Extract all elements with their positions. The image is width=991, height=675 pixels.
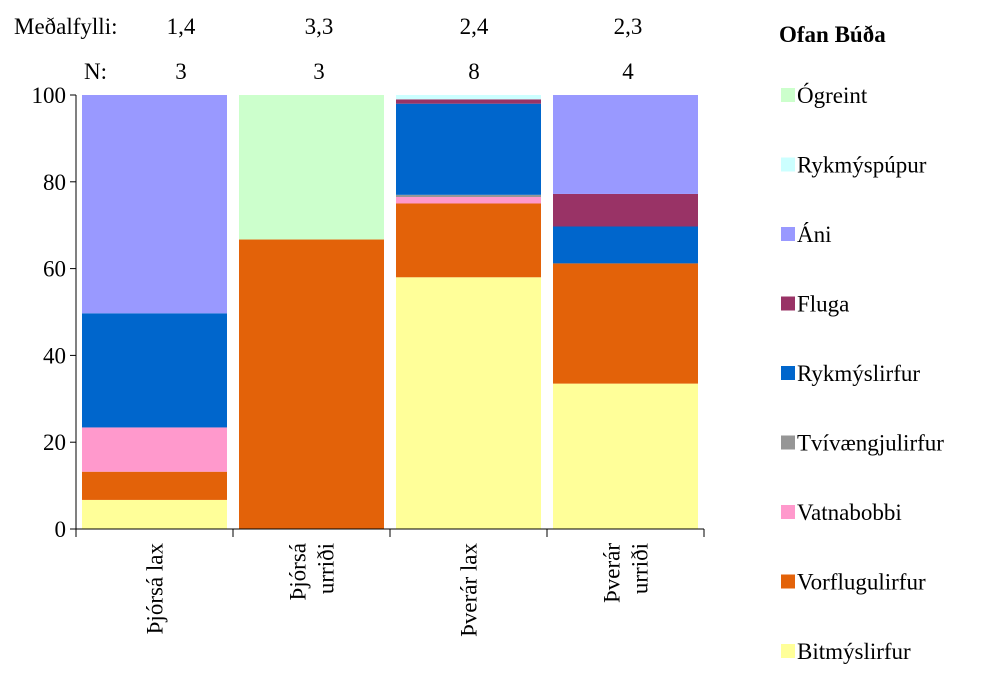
mean-fill-value: 1,4 [167, 14, 196, 39]
legend-label: Áni [797, 222, 832, 247]
bar-segment [396, 203, 541, 278]
bar-segment [82, 499, 227, 529]
bar-segment [553, 193, 698, 227]
legend-label: Ógreint [797, 82, 868, 108]
bar-segment [396, 194, 541, 197]
bar-segment [553, 263, 698, 384]
bar-segment [553, 226, 698, 264]
bar-segment [239, 95, 384, 240]
legend: Ofan Búða Ógreint Rykmýspúpur Áni Fluga Rykm… [779, 22, 944, 664]
bar-segment [553, 95, 698, 194]
axes-layer: 0 20 40 60 80 100 [32, 83, 705, 542]
bar-segment [396, 277, 541, 529]
bar-segment [239, 239, 384, 529]
legend-swatch [781, 644, 795, 658]
legend-label: Fluga [797, 292, 849, 317]
legend-label: Vatnabobbi [797, 500, 902, 525]
bar-segment [82, 313, 227, 428]
mean-fill-value: 2,4 [460, 14, 489, 39]
legend-label: Vorflugulirfur [797, 570, 926, 595]
bar-segment [82, 95, 227, 314]
n-value: 8 [468, 59, 480, 84]
n-value: 3 [313, 59, 325, 84]
legend-label: Rykmýspúpur [797, 153, 927, 178]
bar-segment [82, 471, 227, 500]
bar-segment [82, 427, 227, 472]
y-tick-label: 60 [43, 257, 66, 282]
y-tick-label: 20 [43, 430, 66, 455]
bar-segment [396, 196, 541, 204]
mean-fill-value: 2,3 [614, 14, 643, 39]
n-value: 3 [175, 59, 187, 84]
legend-swatch [781, 435, 795, 450]
bar-segment [396, 99, 541, 104]
y-tick-label: 0 [55, 517, 67, 542]
bar-segment [396, 95, 541, 100]
legend-title: Ofan Búða [779, 22, 886, 47]
legend-swatch [781, 505, 795, 519]
x-tick-label: Þverár lax [457, 543, 482, 637]
legend-swatch [781, 88, 795, 102]
legend-swatch [781, 366, 795, 380]
y-tick-label: 40 [43, 343, 66, 368]
x-tick-label: urriði [628, 543, 653, 594]
legend-swatch [781, 227, 795, 241]
y-tick-label: 100 [32, 83, 67, 108]
bar-segment [396, 103, 541, 195]
x-tick-label: urriði [314, 543, 339, 594]
mean-fill-value: 3,3 [305, 14, 334, 39]
legend-swatch [781, 157, 795, 172]
x-tick-label: Þjórsá lax [143, 543, 168, 635]
legend-label: Rykmýslirfur [797, 361, 920, 386]
legend-swatch [781, 574, 795, 589]
legend-swatch [781, 296, 795, 311]
legend-label: Bitmýslirfur [797, 639, 911, 664]
legend-label: Tvívængjulirfur [797, 431, 944, 456]
x-tick-label: Þverár [600, 543, 625, 603]
n-value: 4 [622, 59, 634, 84]
mean-fill-label: Meðalfylli: [14, 14, 117, 39]
labels-layer: Þjórsá lax Þjórsá urriði Þverár lax Þverár ur… [14, 14, 653, 637]
y-tick-label: 80 [43, 170, 66, 195]
bar-segment [553, 383, 698, 529]
n-label: N: [84, 59, 107, 84]
bars-layer [82, 95, 698, 529]
x-tick-label: Þjórsá [286, 543, 311, 601]
